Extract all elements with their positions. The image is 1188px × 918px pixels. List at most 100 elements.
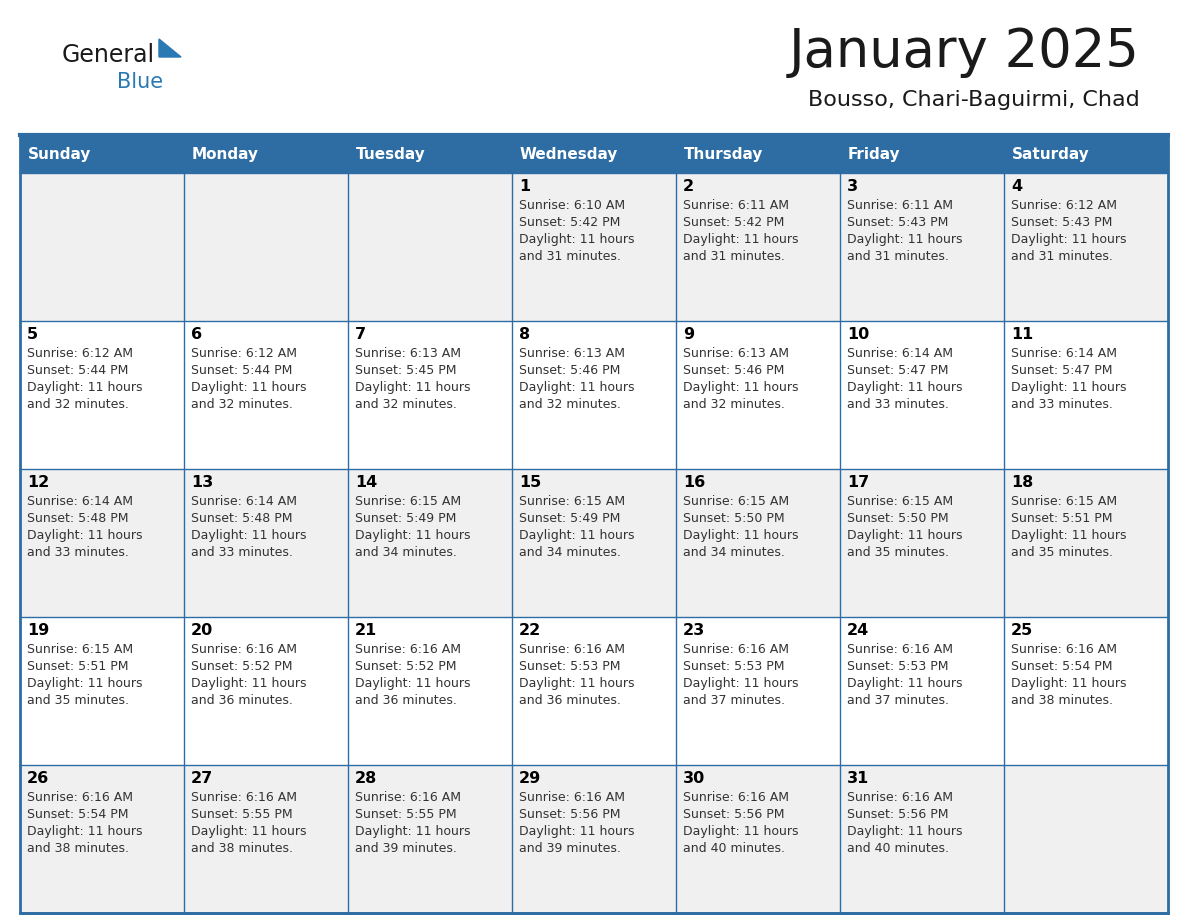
- Text: Tuesday: Tuesday: [356, 147, 425, 162]
- Text: 27: 27: [191, 771, 214, 786]
- Text: Sunrise: 6:14 AM: Sunrise: 6:14 AM: [847, 347, 953, 360]
- Text: and 33 minutes.: and 33 minutes.: [1011, 398, 1113, 411]
- Text: and 31 minutes.: and 31 minutes.: [1011, 250, 1113, 263]
- Text: Sunset: 5:46 PM: Sunset: 5:46 PM: [683, 364, 784, 377]
- Text: Sunset: 5:56 PM: Sunset: 5:56 PM: [847, 808, 948, 821]
- Text: Sunset: 5:56 PM: Sunset: 5:56 PM: [519, 808, 620, 821]
- Text: and 32 minutes.: and 32 minutes.: [683, 398, 785, 411]
- Bar: [512, 173, 676, 321]
- Text: January 2025: January 2025: [789, 26, 1140, 78]
- Text: Sunrise: 6:15 AM: Sunrise: 6:15 AM: [1011, 495, 1117, 508]
- Text: Sunset: 5:49 PM: Sunset: 5:49 PM: [519, 512, 620, 525]
- Text: 5: 5: [27, 327, 38, 342]
- Text: Sunrise: 6:16 AM: Sunrise: 6:16 AM: [191, 643, 297, 656]
- Text: 23: 23: [683, 623, 706, 638]
- Text: Daylight: 11 hours: Daylight: 11 hours: [1011, 233, 1126, 246]
- Text: Sunrise: 6:15 AM: Sunrise: 6:15 AM: [683, 495, 789, 508]
- Bar: [184, 617, 348, 765]
- Text: Sunrise: 6:15 AM: Sunrise: 6:15 AM: [27, 643, 133, 656]
- Text: 31: 31: [847, 771, 870, 786]
- Text: 7: 7: [355, 327, 366, 342]
- Text: Sunset: 5:54 PM: Sunset: 5:54 PM: [1011, 660, 1112, 673]
- Text: Sunrise: 6:13 AM: Sunrise: 6:13 AM: [519, 347, 625, 360]
- Text: Sunrise: 6:16 AM: Sunrise: 6:16 AM: [683, 791, 789, 804]
- Text: 6: 6: [191, 327, 202, 342]
- Text: Daylight: 11 hours: Daylight: 11 hours: [847, 381, 962, 394]
- Text: Sunset: 5:45 PM: Sunset: 5:45 PM: [355, 364, 456, 377]
- Text: and 35 minutes.: and 35 minutes.: [27, 694, 129, 707]
- Text: Daylight: 11 hours: Daylight: 11 hours: [355, 677, 470, 690]
- Text: Sunset: 5:47 PM: Sunset: 5:47 PM: [847, 364, 948, 377]
- Text: Sunset: 5:50 PM: Sunset: 5:50 PM: [683, 512, 784, 525]
- Text: and 32 minutes.: and 32 minutes.: [519, 398, 621, 411]
- Bar: [348, 173, 512, 321]
- Text: Sunrise: 6:11 AM: Sunrise: 6:11 AM: [847, 199, 953, 212]
- Text: Saturday: Saturday: [1012, 147, 1089, 162]
- Text: Sunrise: 6:14 AM: Sunrise: 6:14 AM: [191, 495, 297, 508]
- Text: Sunrise: 6:16 AM: Sunrise: 6:16 AM: [27, 791, 133, 804]
- Text: Thursday: Thursday: [684, 147, 764, 162]
- Text: Daylight: 11 hours: Daylight: 11 hours: [519, 233, 634, 246]
- Text: 18: 18: [1011, 475, 1034, 490]
- Text: Bousso, Chari-Baguirmi, Chad: Bousso, Chari-Baguirmi, Chad: [808, 90, 1140, 110]
- Text: 26: 26: [27, 771, 49, 786]
- Text: and 32 minutes.: and 32 minutes.: [355, 398, 457, 411]
- Text: Sunset: 5:53 PM: Sunset: 5:53 PM: [683, 660, 784, 673]
- Bar: [676, 765, 840, 913]
- Text: and 38 minutes.: and 38 minutes.: [191, 842, 293, 855]
- Text: Daylight: 11 hours: Daylight: 11 hours: [27, 529, 143, 542]
- Bar: [348, 617, 512, 765]
- Text: Monday: Monday: [192, 147, 259, 162]
- Text: 14: 14: [355, 475, 378, 490]
- Text: Sunrise: 6:12 AM: Sunrise: 6:12 AM: [191, 347, 297, 360]
- Text: Sunrise: 6:13 AM: Sunrise: 6:13 AM: [683, 347, 789, 360]
- Text: 15: 15: [519, 475, 542, 490]
- Text: General: General: [62, 43, 156, 67]
- Text: Daylight: 11 hours: Daylight: 11 hours: [519, 529, 634, 542]
- Text: and 38 minutes.: and 38 minutes.: [1011, 694, 1113, 707]
- Text: 13: 13: [191, 475, 214, 490]
- Text: Daylight: 11 hours: Daylight: 11 hours: [847, 529, 962, 542]
- Text: 12: 12: [27, 475, 49, 490]
- Text: Sunset: 5:43 PM: Sunset: 5:43 PM: [847, 216, 948, 229]
- Bar: [840, 765, 1004, 913]
- Text: 20: 20: [191, 623, 214, 638]
- Text: Sunrise: 6:16 AM: Sunrise: 6:16 AM: [519, 643, 625, 656]
- Text: Daylight: 11 hours: Daylight: 11 hours: [683, 233, 798, 246]
- Text: and 33 minutes.: and 33 minutes.: [191, 546, 293, 559]
- Bar: [840, 469, 1004, 617]
- Text: Sunset: 5:51 PM: Sunset: 5:51 PM: [27, 660, 128, 673]
- Bar: [840, 173, 1004, 321]
- Text: and 38 minutes.: and 38 minutes.: [27, 842, 129, 855]
- Text: Daylight: 11 hours: Daylight: 11 hours: [191, 381, 307, 394]
- Bar: [676, 173, 840, 321]
- Text: and 31 minutes.: and 31 minutes.: [519, 250, 621, 263]
- Text: Sunset: 5:55 PM: Sunset: 5:55 PM: [355, 808, 456, 821]
- Text: and 33 minutes.: and 33 minutes.: [27, 546, 128, 559]
- Text: Daylight: 11 hours: Daylight: 11 hours: [847, 233, 962, 246]
- Text: Sunset: 5:52 PM: Sunset: 5:52 PM: [355, 660, 456, 673]
- Text: 19: 19: [27, 623, 49, 638]
- Text: Sunrise: 6:15 AM: Sunrise: 6:15 AM: [519, 495, 625, 508]
- Text: Sunrise: 6:16 AM: Sunrise: 6:16 AM: [847, 791, 953, 804]
- Bar: [348, 765, 512, 913]
- Text: and 39 minutes.: and 39 minutes.: [355, 842, 457, 855]
- Text: Daylight: 11 hours: Daylight: 11 hours: [191, 825, 307, 838]
- Text: 3: 3: [847, 179, 858, 194]
- Text: 30: 30: [683, 771, 706, 786]
- Text: Sunset: 5:53 PM: Sunset: 5:53 PM: [519, 660, 620, 673]
- Text: 25: 25: [1011, 623, 1034, 638]
- Text: 24: 24: [847, 623, 870, 638]
- Bar: [1004, 173, 1168, 321]
- Text: and 34 minutes.: and 34 minutes.: [355, 546, 457, 559]
- Text: Daylight: 11 hours: Daylight: 11 hours: [519, 381, 634, 394]
- Text: Sunrise: 6:13 AM: Sunrise: 6:13 AM: [355, 347, 461, 360]
- Text: Sunrise: 6:16 AM: Sunrise: 6:16 AM: [191, 791, 297, 804]
- Text: Sunrise: 6:16 AM: Sunrise: 6:16 AM: [519, 791, 625, 804]
- Text: Sunset: 5:51 PM: Sunset: 5:51 PM: [1011, 512, 1112, 525]
- Bar: [676, 321, 840, 469]
- Text: Sunrise: 6:14 AM: Sunrise: 6:14 AM: [1011, 347, 1117, 360]
- Text: Sunset: 5:55 PM: Sunset: 5:55 PM: [191, 808, 292, 821]
- Text: Sunrise: 6:16 AM: Sunrise: 6:16 AM: [355, 643, 461, 656]
- Text: Daylight: 11 hours: Daylight: 11 hours: [27, 825, 143, 838]
